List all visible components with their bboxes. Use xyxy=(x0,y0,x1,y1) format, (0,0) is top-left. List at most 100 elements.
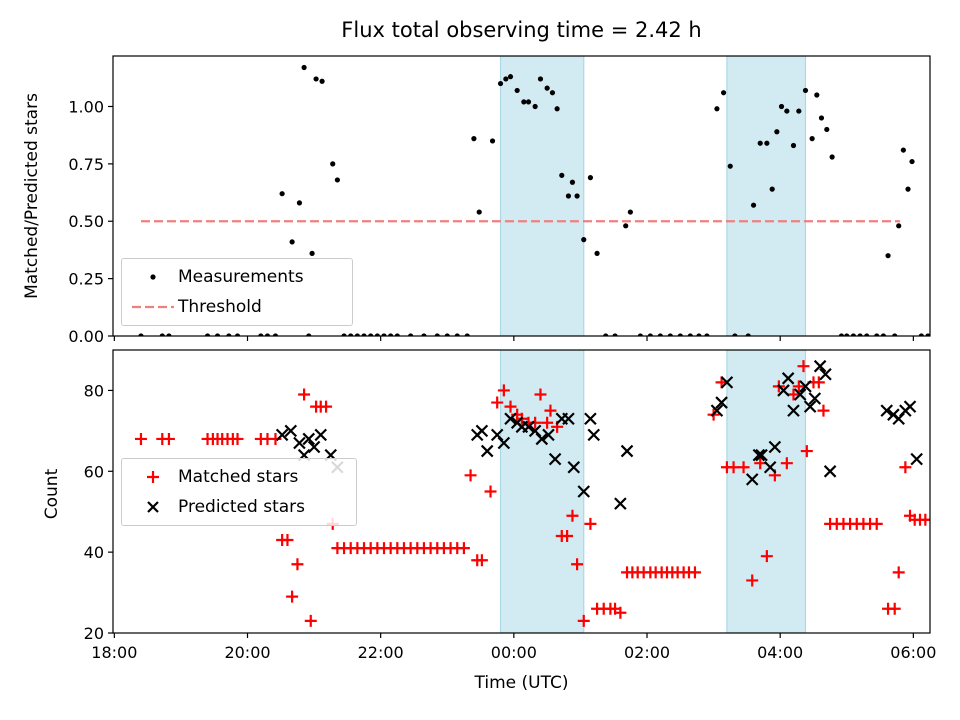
x-axis-label: Time (UTC) xyxy=(474,673,569,693)
measurement-point xyxy=(627,209,633,215)
matched-stars-point xyxy=(286,590,299,603)
measurement-point xyxy=(341,333,347,336)
predicted-stars-point xyxy=(819,367,832,381)
matched-stars-point xyxy=(162,432,175,445)
matched-stars-point xyxy=(281,534,294,547)
matched-stars-point xyxy=(888,602,901,615)
legend-label-matched: Matched stars xyxy=(178,467,299,487)
dot-marker-icon xyxy=(128,267,178,287)
measurement-point xyxy=(939,333,944,338)
top-y-tick-label: 0.00 xyxy=(68,327,104,346)
measurement-point xyxy=(214,333,221,336)
measurement-point xyxy=(138,333,144,336)
measurement-point xyxy=(204,333,211,336)
matched-stars-point xyxy=(812,376,825,389)
predicted-stars-point xyxy=(614,497,627,510)
measurement-point xyxy=(677,333,683,336)
bottom-axes-frame xyxy=(112,349,931,634)
measurement-point xyxy=(525,99,532,105)
bottom-x-tick-label: 22:00 xyxy=(358,643,404,662)
matched-stars-point xyxy=(269,432,282,445)
plus-marker-icon xyxy=(128,467,178,487)
measurement-point xyxy=(925,333,930,336)
legend-label-predicted: Predicted stars xyxy=(178,497,305,517)
matched-stars-point xyxy=(491,396,504,409)
bottom-y-axis-label: Count xyxy=(42,468,62,520)
measurement-point xyxy=(814,92,820,98)
predicted-stars-point xyxy=(587,428,601,442)
top-y-tick-label: 0.50 xyxy=(68,212,104,231)
predicted-stars-point xyxy=(542,428,555,442)
measurement-point xyxy=(757,140,763,146)
measurement-point xyxy=(444,333,450,336)
matched-stars-point xyxy=(746,574,759,587)
predicted-stars-point xyxy=(497,436,511,450)
legend-label-threshold: Threshold xyxy=(178,297,262,317)
matched-stars-point xyxy=(566,509,579,522)
measurement-point xyxy=(279,191,285,197)
predicted-stars-point xyxy=(813,359,827,373)
measurement-point xyxy=(796,108,802,114)
measurement-point xyxy=(824,126,830,133)
matched-stars-point xyxy=(688,566,701,579)
measurement-point xyxy=(857,333,863,336)
measurement-point xyxy=(778,103,785,110)
measurement-point xyxy=(587,175,594,181)
matched-stars-point xyxy=(947,473,959,485)
measurement-point xyxy=(565,193,572,199)
predicted-stars-point xyxy=(504,412,517,426)
measurement-point xyxy=(309,250,315,256)
measurement-point xyxy=(166,333,172,336)
bottom-x-tick-label: 04:00 xyxy=(757,643,803,662)
measurement-point xyxy=(838,333,845,336)
measurement-point xyxy=(594,250,600,256)
measurement-point xyxy=(732,333,738,336)
matched-stars-point xyxy=(231,432,244,445)
top-y-tick-label: 0.75 xyxy=(68,155,104,174)
measurement-point xyxy=(521,99,527,105)
measurement-point xyxy=(503,76,509,82)
measurement-point xyxy=(704,333,710,336)
matched-stars-point xyxy=(780,457,793,470)
legend-entry-matched: Matched stars xyxy=(128,462,350,492)
measurement-point xyxy=(657,333,663,336)
measurement-point xyxy=(313,76,319,82)
predicted-stars-point xyxy=(880,404,893,417)
matched-stars-point xyxy=(457,542,470,555)
predicted-stars-point xyxy=(562,412,575,426)
matched-stars-point xyxy=(760,550,773,563)
predicted-stars-point xyxy=(284,424,298,438)
matched-stars-point xyxy=(571,558,584,571)
top-plot-area xyxy=(138,56,944,338)
measurement-point xyxy=(354,333,360,336)
measurement-point xyxy=(374,333,380,336)
measurement-point xyxy=(368,333,374,336)
predicted-stars-point xyxy=(577,485,591,498)
matched-stars-point xyxy=(497,384,510,397)
measurement-point xyxy=(612,333,618,336)
measurement-point xyxy=(918,333,924,336)
predicted-stars-point xyxy=(752,448,766,462)
predicted-stars-point xyxy=(715,396,728,409)
bottom-observing-span xyxy=(726,350,807,633)
measurement-point xyxy=(603,333,609,336)
top-y-axis-label: Matched/Predicted stars xyxy=(22,93,42,299)
measurement-point xyxy=(574,193,580,199)
measurement-point xyxy=(745,333,751,336)
measurement-point xyxy=(896,223,902,229)
measurement-point xyxy=(394,333,400,336)
matched-stars-point xyxy=(892,566,905,579)
measurement-point xyxy=(727,163,733,169)
predicted-stars-point xyxy=(302,432,316,446)
measurement-point xyxy=(764,140,770,146)
predicted-stars-point xyxy=(710,404,724,417)
measurement-point xyxy=(874,333,880,336)
legend-entry-predicted: Predicted stars xyxy=(128,492,350,522)
measurement-point xyxy=(421,333,427,336)
matched-stars-point xyxy=(870,517,883,530)
measurement-point xyxy=(714,106,720,112)
measurement-point xyxy=(647,333,653,336)
matched-stars-point xyxy=(797,360,810,373)
measurement-point xyxy=(296,200,303,206)
